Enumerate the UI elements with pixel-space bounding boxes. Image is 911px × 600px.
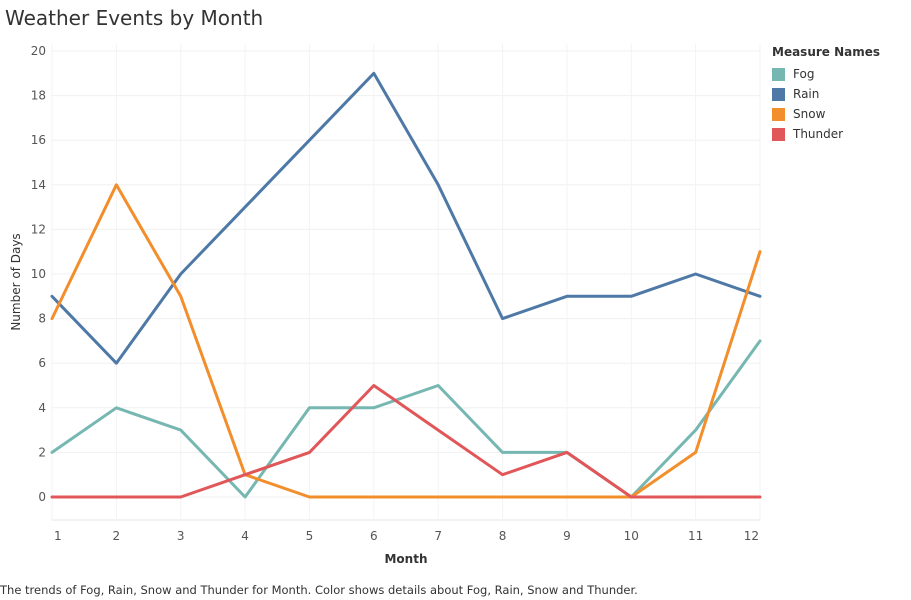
x-tick-label: 9 — [563, 529, 571, 543]
series-lines — [50, 71, 762, 499]
x-tick-label: 3 — [177, 529, 185, 543]
y-tick-label: 6 — [38, 356, 46, 370]
x-axis-title: Month — [384, 552, 427, 566]
y-tick-label: 4 — [38, 401, 46, 415]
y-tick-label: 2 — [38, 445, 46, 459]
series-line-rain[interactable] — [50, 71, 762, 365]
y-tick-label: 10 — [31, 267, 46, 281]
legend-label: Thunder — [793, 127, 844, 141]
legend-item-snow[interactable]: Snow — [772, 104, 880, 124]
x-tick-label: 6 — [370, 529, 378, 543]
legend-item-thunder[interactable]: Thunder — [772, 124, 880, 144]
legend-item-rain[interactable]: Rain — [772, 84, 880, 104]
y-tick-label: 16 — [31, 133, 46, 147]
legend-swatch — [772, 67, 785, 81]
y-tick-label: 14 — [31, 178, 46, 192]
x-tick-label: 2 — [113, 529, 121, 543]
gridlines — [51, 44, 761, 521]
legend-swatch — [772, 127, 785, 141]
x-tick-label: 12 — [744, 529, 759, 543]
y-tick-label: 12 — [31, 222, 46, 236]
legend-item-fog[interactable]: Fog — [772, 64, 880, 84]
legend-label: Fog — [793, 67, 815, 81]
legend-label: Rain — [793, 87, 820, 101]
series-line-fog[interactable] — [50, 339, 762, 499]
x-tick-label: 5 — [306, 529, 314, 543]
x-tick-label: 8 — [499, 529, 507, 543]
y-tick-label: 8 — [38, 312, 46, 326]
x-axis: 1 2 3 4 5 6 7 8 9 10 11 12 — [54, 529, 759, 543]
x-tick-label: 1 — [54, 529, 62, 543]
y-axis-title: Number of Days — [9, 233, 23, 330]
legend-title: Measure Names — [772, 45, 881, 59]
legend-swatch — [772, 87, 785, 101]
chart-title: Weather Events by Month — [5, 6, 264, 30]
series-line-thunder[interactable] — [50, 384, 762, 499]
legend-swatch — [772, 107, 785, 121]
legend-label: Snow — [793, 107, 826, 121]
y-tick-label: 20 — [31, 44, 46, 58]
legend: Measure Names Fog Rain Snow Thunder — [772, 45, 880, 144]
y-tick-label: 18 — [31, 89, 46, 103]
y-tick-label: 0 — [38, 490, 46, 504]
x-tick-label: 7 — [434, 529, 442, 543]
x-tick-label: 4 — [241, 529, 249, 543]
x-tick-label: 11 — [688, 529, 703, 543]
chart-caption: The trends of Fog, Rain, Snow and Thunde… — [0, 583, 638, 597]
series-line-snow[interactable] — [50, 183, 762, 499]
y-axis: 0 2 4 6 8 10 12 14 16 18 20 — [31, 44, 46, 504]
x-tick-label: 10 — [624, 529, 639, 543]
